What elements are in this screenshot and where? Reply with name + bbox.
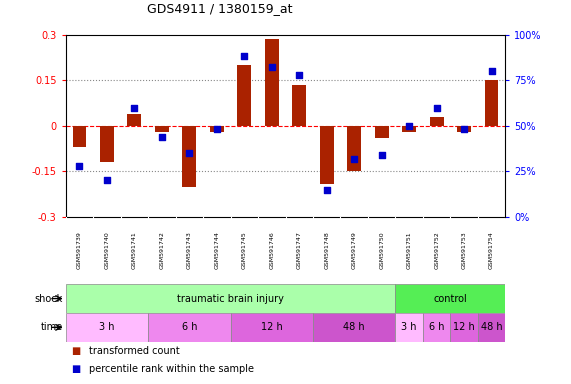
Bar — [100, 126, 114, 162]
Text: 48 h: 48 h — [481, 322, 502, 333]
Bar — [66, 313, 148, 342]
Text: GSM591754: GSM591754 — [489, 232, 494, 270]
Point — [185, 150, 194, 156]
Bar — [148, 313, 231, 342]
Text: GSM591741: GSM591741 — [132, 232, 137, 270]
Bar — [183, 126, 196, 187]
Point — [157, 134, 166, 140]
Text: GSM591749: GSM591749 — [352, 232, 357, 270]
Point — [432, 104, 441, 111]
Text: GDS4911 / 1380159_at: GDS4911 / 1380159_at — [147, 2, 292, 15]
Bar — [430, 117, 444, 126]
Text: GSM591750: GSM591750 — [379, 232, 384, 269]
Text: GSM591752: GSM591752 — [434, 232, 439, 270]
Text: control: control — [433, 293, 467, 304]
Text: transformed count: transformed count — [89, 346, 179, 356]
Bar — [347, 126, 361, 171]
Point — [349, 156, 359, 162]
Text: traumatic brain injury: traumatic brain injury — [177, 293, 284, 304]
Bar — [66, 284, 395, 313]
Text: 3 h: 3 h — [99, 322, 115, 333]
Point — [377, 152, 386, 158]
Text: percentile rank within the sample: percentile rank within the sample — [89, 364, 254, 374]
Text: GSM591744: GSM591744 — [214, 232, 219, 270]
Point — [102, 177, 111, 184]
Text: GSM591751: GSM591751 — [407, 232, 412, 269]
Point — [405, 123, 414, 129]
Point — [130, 104, 139, 111]
Text: GSM591739: GSM591739 — [77, 232, 82, 270]
Text: GSM591746: GSM591746 — [270, 232, 274, 270]
Text: 48 h: 48 h — [343, 322, 365, 333]
Bar — [457, 126, 471, 132]
Text: time: time — [41, 322, 63, 333]
Bar — [238, 65, 251, 126]
Text: GSM591748: GSM591748 — [324, 232, 329, 270]
Text: GSM591743: GSM591743 — [187, 232, 192, 270]
Bar — [403, 126, 416, 132]
Point — [75, 163, 84, 169]
Bar — [423, 313, 451, 342]
Text: ■: ■ — [71, 346, 81, 356]
Text: 12 h: 12 h — [453, 322, 475, 333]
Text: 6 h: 6 h — [182, 322, 197, 333]
Bar — [265, 39, 279, 126]
Bar — [292, 85, 306, 126]
Point — [267, 65, 276, 71]
Point — [487, 68, 496, 74]
Bar — [320, 126, 333, 184]
Text: shock: shock — [35, 293, 63, 304]
Bar — [127, 114, 141, 126]
Bar — [395, 313, 423, 342]
Bar — [395, 284, 505, 313]
Text: GSM591740: GSM591740 — [104, 232, 110, 270]
Text: GSM591742: GSM591742 — [159, 232, 164, 270]
Bar — [210, 126, 224, 132]
Bar — [451, 313, 478, 342]
Point — [212, 126, 222, 132]
Point — [460, 126, 469, 132]
Bar — [478, 313, 505, 342]
Bar — [231, 313, 313, 342]
Text: GSM591747: GSM591747 — [297, 232, 301, 270]
Text: 3 h: 3 h — [401, 322, 417, 333]
Text: GSM591745: GSM591745 — [242, 232, 247, 270]
Bar — [375, 126, 388, 138]
Bar — [155, 126, 168, 132]
Text: 12 h: 12 h — [261, 322, 283, 333]
Point — [240, 53, 249, 60]
Point — [322, 187, 331, 193]
Text: GSM591753: GSM591753 — [461, 232, 467, 270]
Bar — [313, 313, 395, 342]
Text: 6 h: 6 h — [429, 322, 444, 333]
Bar — [485, 80, 498, 126]
Bar — [73, 126, 86, 147]
Point — [295, 72, 304, 78]
Text: ■: ■ — [71, 364, 81, 374]
